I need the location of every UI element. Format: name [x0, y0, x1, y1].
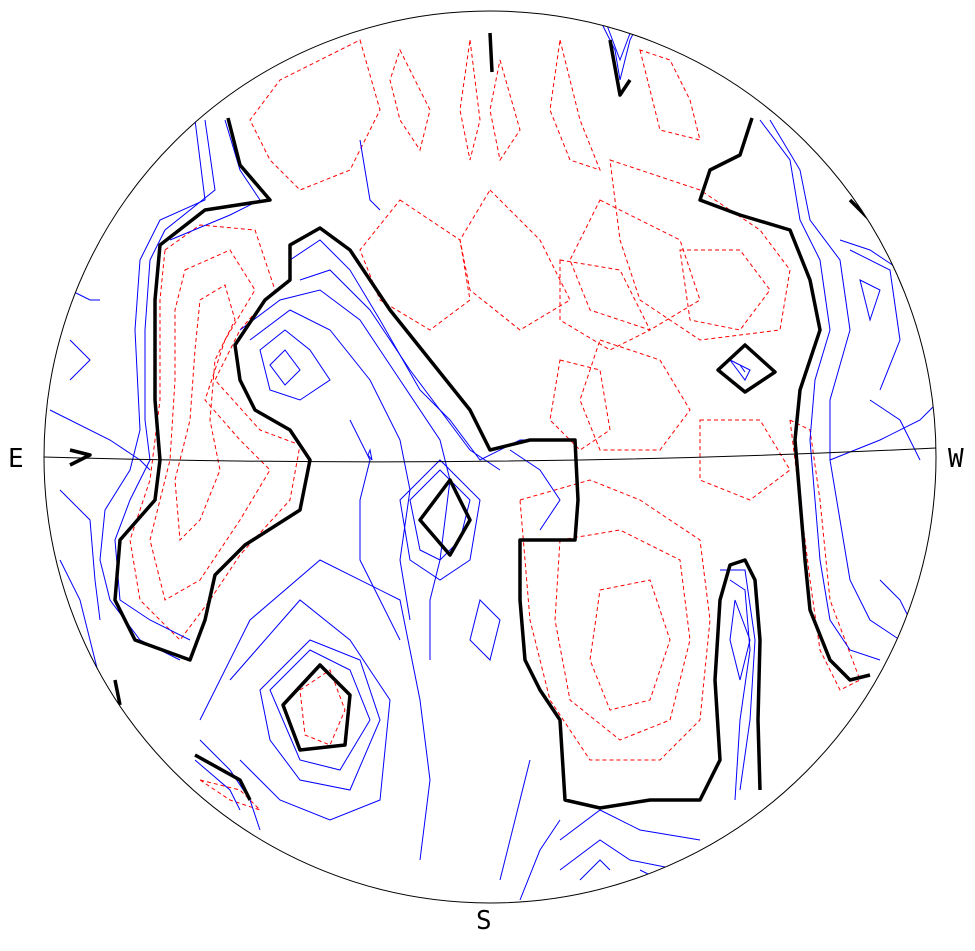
globe-outline — [43, 10, 937, 904]
zero-contours — [69, 32, 917, 810]
east-label: E — [8, 444, 24, 474]
globe-frame — [43, 10, 937, 904]
negative-contours — [129, 39, 861, 811]
equator-line — [43, 447, 937, 463]
west-label: W — [948, 444, 964, 474]
south-label: S — [476, 906, 492, 936]
contour-lines — [49, 19, 936, 901]
